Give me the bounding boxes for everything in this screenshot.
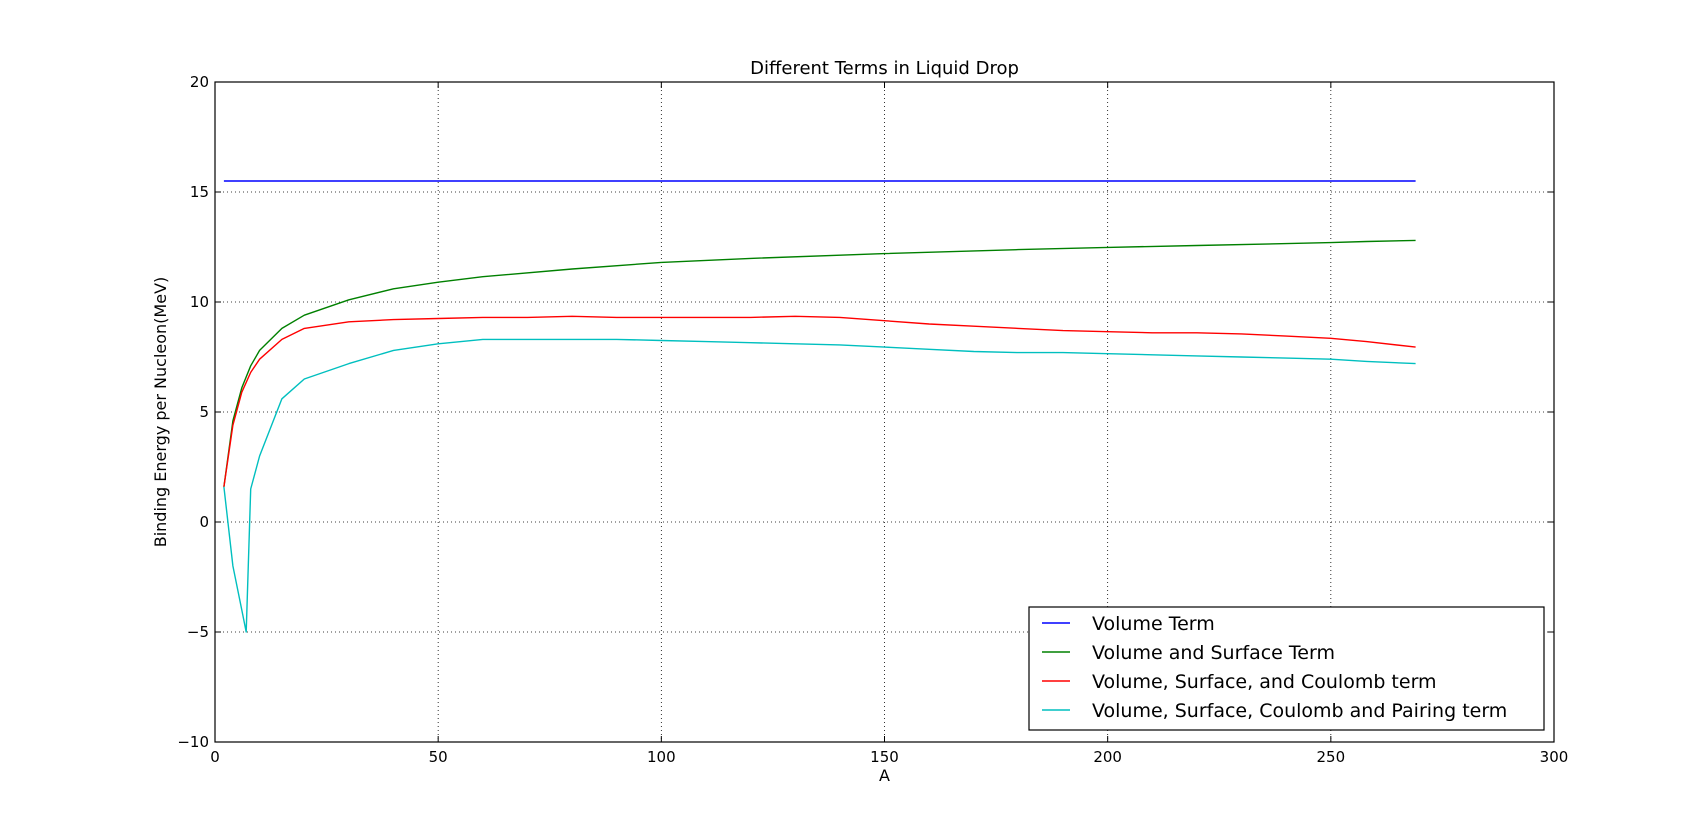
x-tick-label: 250 [1317,748,1346,766]
x-tick-label: 50 [429,748,448,766]
plot-area [223,180,1416,633]
legend: Volume Term Volume and Surface Term Volume… [1028,606,1545,731]
y-tick-label: −5 [187,623,209,641]
y-tick-label: 20 [190,73,209,91]
x-tick-label: 0 [210,748,220,766]
chart-title: Different Terms in Liquid Drop [750,58,1019,79]
legend-label-2: Volume and Surface Term [1092,642,1335,664]
legend-label-1: Volume Term [1092,613,1215,635]
x-axis-title: A [879,766,890,785]
series-line-3 [223,315,1416,487]
y-tick-label: 10 [190,293,209,311]
series-line-4 [223,338,1416,633]
y-tick-label: −10 [177,733,209,751]
legend-label-3: Volume, Surface, and Coulomb term [1092,671,1437,693]
axis-ticks: 0 50 100 150 200 250 300 −10 −5 0 5 10 15 20 [177,73,1568,766]
x-tick-label: 100 [647,748,676,766]
y-tick-label: 5 [199,403,209,421]
series-line-2 [223,239,1416,487]
y-axis-title: Binding Energy per Nucleon(MeV) [151,277,170,548]
y-tick-label: 15 [190,183,209,201]
x-tick-label: 150 [870,748,899,766]
y-tick-label: 0 [199,513,209,531]
legend-label-4: Volume, Surface, Coulomb and Pairing ter… [1092,700,1507,722]
x-tick-label: 300 [1540,748,1569,766]
legend-box [1028,606,1545,731]
x-tick-label: 200 [1093,748,1122,766]
